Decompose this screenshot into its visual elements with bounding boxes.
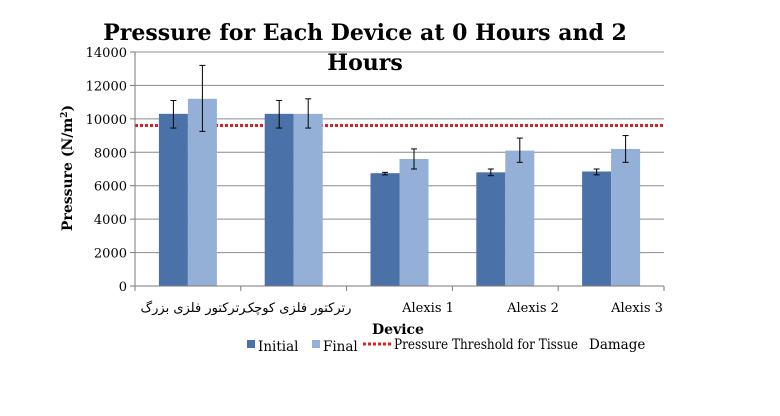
x-category-label: Alexis 3 <box>610 301 663 316</box>
y-tick-label: 10000 <box>86 113 127 128</box>
y-tick-label: 12000 <box>86 79 127 94</box>
y-tick-label: 8000 <box>94 146 127 161</box>
chart-title-line-1: Pressure for Each Device at 0 Hours and … <box>103 20 627 46</box>
bars <box>158 98 641 286</box>
error-bars <box>170 64 629 177</box>
y-tick-label: 0 <box>119 280 127 295</box>
legend: Initial Final Pressure Threshold for Tis… <box>247 337 645 355</box>
y-tick-labels: 0 2000 4000 6000 8000 10000 12000 14000 <box>86 46 127 295</box>
legend-label-threshold: Pressure Threshold for Tissue <box>394 337 578 353</box>
bar-final <box>399 158 429 286</box>
legend-label-final: Final <box>323 339 358 355</box>
y-tick-label: 6000 <box>94 180 127 195</box>
x-category-label: Alexis 1 <box>401 301 454 316</box>
x-category-label: رترکتور فلزی بزرگ <box>140 300 245 316</box>
legend-swatch-initial <box>247 340 255 348</box>
axes <box>130 51 665 291</box>
legend-swatch-final <box>312 340 320 348</box>
y-axis-label: Pressure (N/m2) <box>60 105 76 231</box>
x-category-label: رترکتور فلزی کوچک <box>243 301 352 316</box>
bar-initial <box>158 113 188 286</box>
bar-initial <box>582 171 612 286</box>
bar-initial <box>264 113 294 286</box>
bar-final <box>505 150 535 286</box>
y-tick-label: 4000 <box>94 213 127 228</box>
y-tick-label: 2000 <box>94 247 127 262</box>
bar-initial <box>476 172 506 286</box>
chart-title-line-2: Hours <box>327 50 402 76</box>
bar-initial <box>370 173 400 286</box>
y-tick-label: 14000 <box>86 46 127 61</box>
x-axis-label: Device <box>372 322 424 338</box>
legend-label-initial: Initial <box>258 339 298 355</box>
legend-label-damage: Damage <box>589 337 645 353</box>
bar-final <box>611 148 641 286</box>
bar-final <box>293 113 323 286</box>
x-category-label: Alexis 2 <box>506 301 559 316</box>
